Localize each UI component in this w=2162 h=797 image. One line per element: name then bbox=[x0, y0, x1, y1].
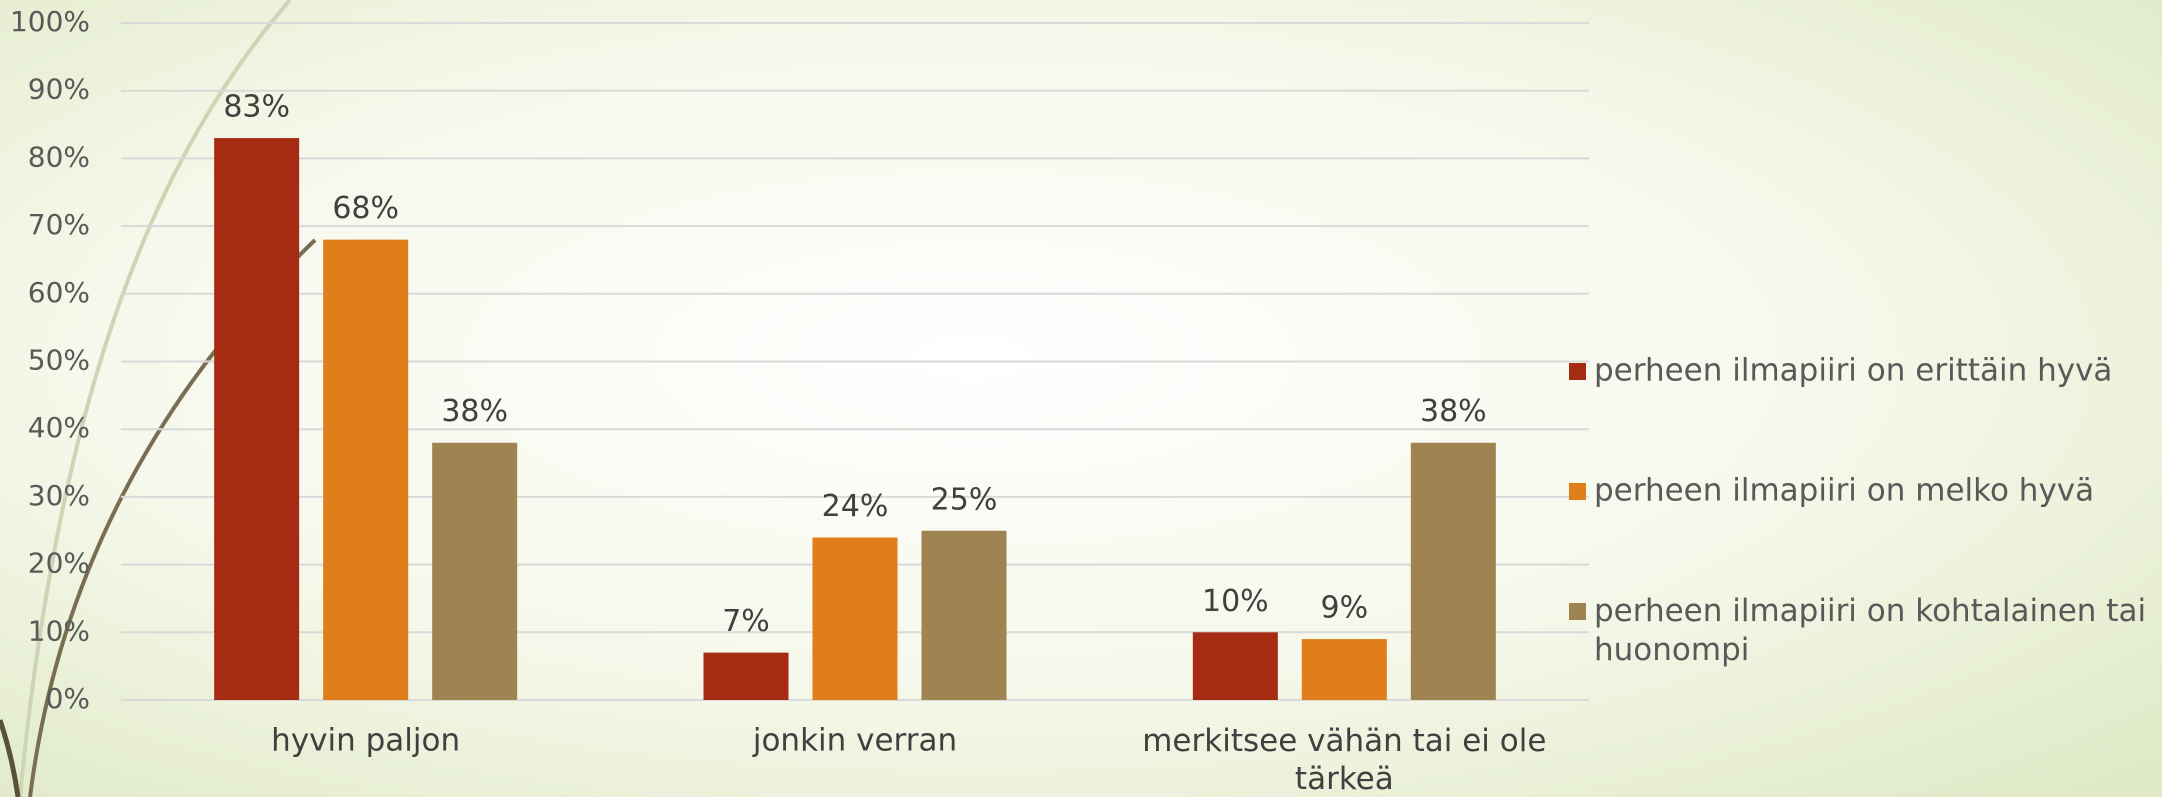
value-label: 25% bbox=[931, 482, 998, 517]
bar bbox=[1192, 632, 1278, 700]
y-tick-label: 10% bbox=[28, 614, 90, 647]
y-tick-label: 60% bbox=[28, 276, 90, 309]
x-tick-label: jonkin verran bbox=[752, 723, 957, 759]
value-label: 38% bbox=[441, 394, 508, 429]
y-tick-label: 50% bbox=[28, 344, 90, 377]
bar bbox=[432, 442, 518, 700]
legend-swatch bbox=[1569, 363, 1586, 380]
y-tick-label: 40% bbox=[28, 411, 90, 444]
y-tick-label: 90% bbox=[28, 73, 90, 106]
value-label: 10% bbox=[1202, 584, 1269, 619]
value-label: 24% bbox=[822, 489, 889, 524]
x-tick-label: hyvin paljon bbox=[271, 723, 460, 759]
bar bbox=[214, 138, 300, 701]
value-label: 9% bbox=[1321, 591, 1369, 626]
value-label: 68% bbox=[332, 191, 399, 226]
plot: 0% 10% 20% 30% 40% 50% 60% 70% 80% 90% 100% hyvin p… bbox=[10, 5, 2146, 797]
bar bbox=[812, 537, 898, 700]
y-tick-label: 30% bbox=[28, 479, 90, 512]
bar bbox=[323, 239, 409, 700]
y-tick-label: 0% bbox=[46, 682, 90, 715]
bar bbox=[703, 652, 789, 700]
value-label: 7% bbox=[722, 604, 770, 639]
legend-swatch bbox=[1569, 603, 1586, 620]
decor-curve bbox=[0, 719, 21, 797]
bar bbox=[921, 530, 1007, 700]
legend-label: perheen ilmapiiri on erittäin hyvä bbox=[1594, 353, 2112, 389]
bar bbox=[1410, 442, 1496, 700]
x-tick-label: merkitsee vähän tai ei ole tärkeä bbox=[1142, 723, 1546, 797]
legend-label: perheen ilmapiiri on melko hyvä bbox=[1594, 473, 2094, 509]
value-label: 83% bbox=[223, 90, 290, 125]
decor-curve bbox=[18, 0, 292, 797]
legend-swatch bbox=[1569, 483, 1586, 500]
y-tick-label: 70% bbox=[28, 208, 90, 241]
value-label: 38% bbox=[1420, 394, 1487, 429]
bar bbox=[1301, 639, 1387, 700]
legend-label: perheen ilmapiiri on kohtalainen tai huon… bbox=[1594, 593, 2146, 668]
y-tick-label: 20% bbox=[28, 547, 90, 580]
y-tick-label: 100% bbox=[10, 5, 90, 38]
y-tick-label: 80% bbox=[28, 140, 90, 173]
